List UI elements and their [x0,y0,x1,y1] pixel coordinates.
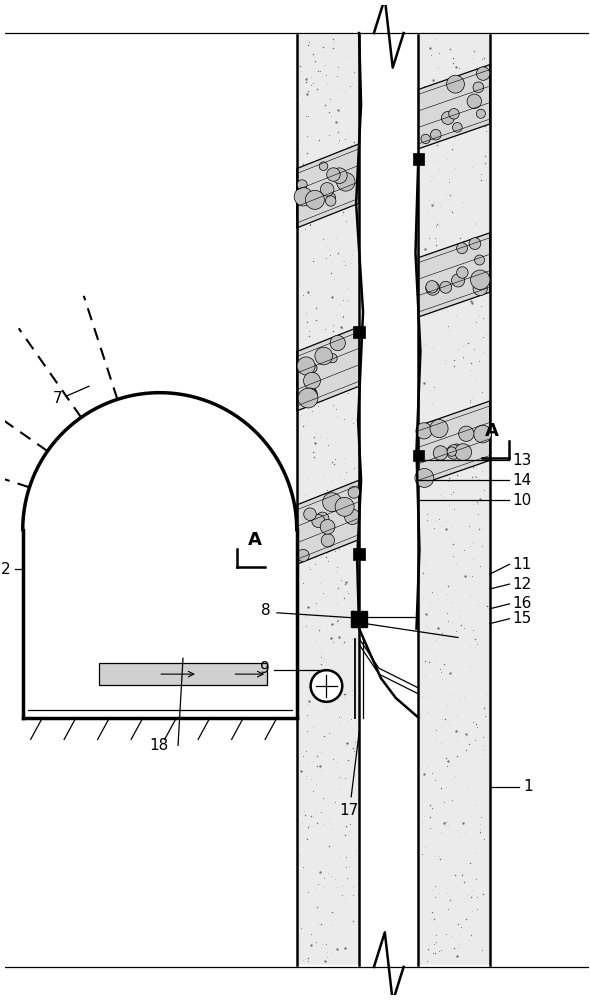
Circle shape [316,512,329,525]
Text: 18: 18 [149,738,168,753]
Circle shape [303,372,320,389]
Text: 13: 13 [513,453,532,468]
Circle shape [308,363,317,373]
Text: 11: 11 [513,557,532,572]
Circle shape [447,445,461,459]
Circle shape [332,168,347,183]
Circle shape [307,364,316,373]
Circle shape [321,534,335,547]
Circle shape [415,468,434,487]
Text: 8: 8 [261,603,271,618]
Circle shape [320,183,334,196]
Circle shape [476,109,486,118]
Circle shape [477,67,490,80]
Circle shape [310,670,342,702]
Circle shape [431,129,441,140]
Circle shape [315,347,333,365]
Circle shape [426,281,438,293]
Circle shape [312,514,325,528]
Circle shape [467,94,481,109]
Bar [351,611,367,627]
Circle shape [304,508,316,520]
Circle shape [326,196,336,206]
Circle shape [306,190,324,209]
Polygon shape [297,480,359,564]
Text: 12: 12 [513,577,532,592]
Circle shape [473,82,484,93]
Circle shape [473,281,487,296]
Text: 15: 15 [513,611,532,626]
Text: 10: 10 [513,493,532,508]
Circle shape [336,173,355,191]
Circle shape [303,388,317,402]
Circle shape [440,281,452,293]
Circle shape [298,388,318,408]
Text: 9: 9 [260,661,270,676]
Circle shape [319,162,328,170]
Polygon shape [418,401,490,485]
Circle shape [447,447,457,456]
Polygon shape [418,35,490,965]
Circle shape [421,134,430,144]
Circle shape [458,426,474,441]
Text: 2: 2 [1,562,11,577]
Circle shape [426,281,440,295]
Circle shape [297,180,307,190]
Text: 14: 14 [513,473,532,488]
Circle shape [345,509,360,524]
Circle shape [297,357,315,375]
Polygon shape [418,65,490,149]
Text: 16: 16 [513,596,532,611]
Circle shape [330,335,345,351]
Bar [353,326,365,338]
Polygon shape [297,144,359,228]
Circle shape [449,109,459,119]
Circle shape [457,267,468,278]
Text: 7: 7 [53,391,63,406]
Circle shape [335,497,354,516]
Circle shape [447,75,464,93]
Text: 17: 17 [340,803,359,818]
Circle shape [297,549,309,561]
Circle shape [327,193,336,201]
Polygon shape [297,327,359,411]
Text: A: A [248,531,262,549]
Polygon shape [418,233,490,317]
Circle shape [348,486,360,498]
Circle shape [474,425,491,443]
Circle shape [327,168,340,181]
Circle shape [323,493,342,512]
Bar [412,153,424,165]
Circle shape [328,354,337,363]
Circle shape [433,446,448,460]
Bar [99,663,267,685]
Circle shape [469,238,481,249]
Circle shape [453,123,462,132]
Circle shape [294,187,313,206]
Circle shape [430,419,448,438]
Circle shape [416,423,432,439]
Polygon shape [297,35,359,965]
Bar [412,450,424,461]
Circle shape [320,519,335,534]
Circle shape [451,274,465,287]
Circle shape [453,444,461,452]
Circle shape [308,388,317,397]
Circle shape [455,444,471,461]
Circle shape [474,255,484,265]
Bar [353,548,365,560]
Circle shape [441,112,454,124]
Text: A: A [485,422,499,440]
Circle shape [471,270,490,289]
Text: 1: 1 [523,779,533,794]
Circle shape [457,243,467,254]
